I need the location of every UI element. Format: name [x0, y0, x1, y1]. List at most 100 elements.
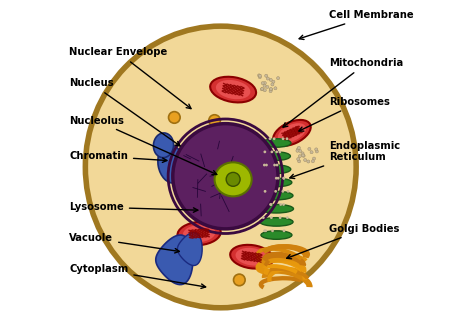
Ellipse shape [264, 74, 268, 77]
Ellipse shape [264, 229, 267, 232]
Ellipse shape [283, 177, 285, 180]
Ellipse shape [276, 164, 278, 166]
Ellipse shape [266, 77, 269, 80]
Text: Ribosomes: Ribosomes [299, 97, 390, 131]
Ellipse shape [259, 204, 293, 213]
Ellipse shape [279, 216, 282, 219]
Ellipse shape [262, 216, 264, 219]
Ellipse shape [282, 190, 284, 193]
Ellipse shape [261, 87, 264, 90]
Ellipse shape [263, 152, 291, 160]
Ellipse shape [269, 90, 272, 93]
Ellipse shape [278, 150, 281, 153]
Ellipse shape [261, 231, 292, 239]
Ellipse shape [193, 208, 205, 219]
Ellipse shape [275, 150, 278, 153]
Ellipse shape [269, 88, 273, 91]
Ellipse shape [263, 89, 266, 92]
Text: Nucleolus: Nucleolus [69, 116, 217, 175]
Ellipse shape [261, 178, 292, 187]
Polygon shape [177, 232, 202, 266]
Ellipse shape [263, 229, 266, 232]
Ellipse shape [270, 203, 273, 206]
Ellipse shape [260, 88, 264, 91]
Ellipse shape [279, 203, 282, 206]
Ellipse shape [258, 76, 261, 79]
Ellipse shape [283, 177, 285, 180]
Ellipse shape [297, 148, 300, 151]
Ellipse shape [269, 78, 272, 81]
Text: Lysosome: Lysosome [69, 202, 198, 212]
Ellipse shape [269, 137, 271, 140]
Ellipse shape [297, 146, 301, 149]
Ellipse shape [286, 216, 289, 219]
Ellipse shape [301, 152, 304, 155]
Text: Nuclear Envelope: Nuclear Envelope [69, 47, 191, 108]
Ellipse shape [85, 26, 356, 308]
Ellipse shape [311, 160, 314, 163]
Ellipse shape [304, 158, 307, 162]
Ellipse shape [264, 150, 266, 153]
Ellipse shape [257, 74, 261, 77]
Ellipse shape [298, 155, 301, 158]
Ellipse shape [315, 148, 318, 151]
Ellipse shape [260, 218, 293, 226]
Ellipse shape [277, 177, 280, 180]
Ellipse shape [273, 120, 311, 146]
Ellipse shape [274, 190, 277, 193]
Ellipse shape [315, 150, 319, 153]
Ellipse shape [274, 87, 277, 90]
Ellipse shape [297, 157, 300, 161]
Ellipse shape [275, 177, 278, 180]
Ellipse shape [299, 149, 302, 153]
Ellipse shape [209, 115, 220, 126]
Ellipse shape [310, 151, 313, 154]
Ellipse shape [302, 154, 305, 157]
Ellipse shape [286, 137, 288, 140]
Ellipse shape [271, 83, 274, 86]
Ellipse shape [224, 197, 236, 208]
Ellipse shape [296, 149, 299, 152]
Text: Mitochondria: Mitochondria [283, 58, 403, 127]
Text: Vacuole: Vacuole [69, 233, 179, 253]
Ellipse shape [287, 190, 290, 193]
Ellipse shape [273, 137, 275, 140]
Ellipse shape [269, 87, 273, 91]
Ellipse shape [183, 225, 215, 242]
Ellipse shape [266, 85, 269, 89]
Ellipse shape [301, 154, 305, 157]
Polygon shape [156, 235, 193, 284]
Ellipse shape [263, 81, 266, 84]
Ellipse shape [173, 124, 278, 229]
Ellipse shape [269, 203, 272, 206]
Text: Golgi Bodies: Golgi Bodies [287, 224, 400, 259]
Ellipse shape [278, 123, 306, 143]
Ellipse shape [308, 148, 311, 150]
Ellipse shape [272, 80, 275, 83]
Text: Nucleus: Nucleus [69, 78, 180, 146]
Ellipse shape [276, 76, 280, 80]
Ellipse shape [264, 190, 266, 193]
Ellipse shape [230, 245, 273, 268]
Ellipse shape [263, 164, 266, 166]
Ellipse shape [215, 162, 252, 196]
Ellipse shape [234, 274, 245, 286]
Text: Cytoplasm: Cytoplasm [69, 264, 206, 288]
Ellipse shape [154, 133, 173, 158]
Text: Chromatin: Chromatin [69, 151, 167, 163]
Text: Endoplasmic
Reticulum: Endoplasmic Reticulum [290, 141, 400, 179]
Text: Cell Membrane: Cell Membrane [299, 10, 414, 39]
Ellipse shape [216, 80, 250, 99]
Ellipse shape [273, 164, 276, 166]
Ellipse shape [210, 77, 256, 102]
Ellipse shape [271, 229, 274, 232]
Ellipse shape [283, 229, 285, 232]
Ellipse shape [263, 84, 266, 87]
Ellipse shape [158, 145, 184, 183]
Ellipse shape [258, 74, 262, 77]
Ellipse shape [282, 203, 285, 206]
Ellipse shape [226, 172, 240, 186]
Ellipse shape [262, 139, 291, 147]
Ellipse shape [169, 112, 180, 123]
Ellipse shape [282, 137, 284, 140]
